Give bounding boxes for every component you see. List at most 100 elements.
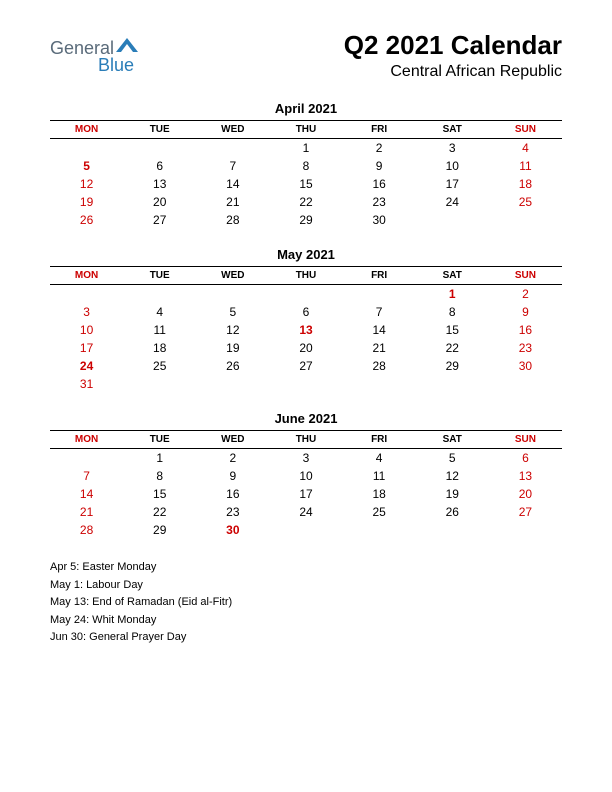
calendar-cell: 27 xyxy=(269,357,342,375)
calendar-cell: 30 xyxy=(343,211,416,229)
calendar-row: 24252627282930 xyxy=(50,357,562,375)
page-subtitle: Central African Republic xyxy=(344,63,562,81)
calendar-row: 2627282930 xyxy=(50,211,562,229)
day-header: FRI xyxy=(343,121,416,139)
calendar-cell: 20 xyxy=(489,485,562,503)
calendar-cell: 11 xyxy=(343,467,416,485)
calendar-cell: 28 xyxy=(196,211,269,229)
holiday-item: Apr 5: Easter Monday xyxy=(50,559,562,577)
calendar-cell: 31 xyxy=(50,375,123,393)
calendar-cell: 8 xyxy=(269,157,342,175)
calendar-cell: 29 xyxy=(269,211,342,229)
calendar-row: 31 xyxy=(50,375,562,393)
day-header: THU xyxy=(269,121,342,139)
calendar-cell: 13 xyxy=(489,467,562,485)
calendar-cell: 18 xyxy=(343,485,416,503)
title-block: Q2 2021 Calendar Central African Republi… xyxy=(344,30,562,81)
day-header: SAT xyxy=(416,431,489,449)
page-title: Q2 2021 Calendar xyxy=(344,30,562,61)
day-header: MON xyxy=(50,121,123,139)
calendar-cell: 7 xyxy=(196,157,269,175)
calendar-row: 19202122232425 xyxy=(50,193,562,211)
calendar-cell: 27 xyxy=(123,211,196,229)
holiday-item: May 13: End of Ramadan (Eid al-Fitr) xyxy=(50,594,562,612)
day-header: TUE xyxy=(123,431,196,449)
day-header: FRI xyxy=(343,267,416,285)
calendar-cell: 23 xyxy=(196,503,269,521)
calendar-cell: 13 xyxy=(269,321,342,339)
calendar-row: 12131415161718 xyxy=(50,175,562,193)
day-header: SAT xyxy=(416,267,489,285)
calendar-cell: 17 xyxy=(269,485,342,503)
calendar-cell: 23 xyxy=(489,339,562,357)
calendar-cell: 7 xyxy=(50,467,123,485)
calendar-cell: 6 xyxy=(269,303,342,321)
calendar-cell: 25 xyxy=(123,357,196,375)
calendar-cell: 22 xyxy=(123,503,196,521)
day-header: TUE xyxy=(123,121,196,139)
calendar-cell: 18 xyxy=(123,339,196,357)
calendar-table: MONTUEWEDTHUFRISATSUN1234567891011121314… xyxy=(50,120,562,229)
calendar-cell: 24 xyxy=(416,193,489,211)
calendar-cell: 11 xyxy=(489,157,562,175)
calendar-cell: 30 xyxy=(196,521,269,539)
calendar-cell: 12 xyxy=(50,175,123,193)
calendar-cell xyxy=(343,285,416,304)
calendar-cell: 18 xyxy=(489,175,562,193)
calendar-row: 17181920212223 xyxy=(50,339,562,357)
holiday-item: May 24: Whit Monday xyxy=(50,612,562,630)
calendar-cell: 28 xyxy=(50,521,123,539)
logo-text-blue: Blue xyxy=(98,55,138,76)
calendar-cell xyxy=(50,139,123,158)
calendar-cell xyxy=(489,375,562,393)
calendar-cell: 14 xyxy=(343,321,416,339)
calendar-cell xyxy=(50,285,123,304)
calendar-cell xyxy=(269,375,342,393)
header: GeneralBlue Q2 2021 Calendar Central Afr… xyxy=(50,30,562,81)
calendar-cell: 6 xyxy=(489,449,562,468)
calendar-cell: 15 xyxy=(269,175,342,193)
calendar-cell: 10 xyxy=(269,467,342,485)
calendar-cell: 4 xyxy=(489,139,562,158)
calendar-cell: 20 xyxy=(269,339,342,357)
calendar-cell: 4 xyxy=(123,303,196,321)
calendar-row: 12 xyxy=(50,285,562,304)
calendar-cell: 27 xyxy=(489,503,562,521)
holiday-list: Apr 5: Easter MondayMay 1: Labour DayMay… xyxy=(50,559,562,647)
day-header: THU xyxy=(269,267,342,285)
calendar-cell: 5 xyxy=(196,303,269,321)
calendar-cell: 14 xyxy=(196,175,269,193)
calendar-cell: 11 xyxy=(123,321,196,339)
calendar-cell: 22 xyxy=(416,339,489,357)
calendar-cell: 23 xyxy=(343,193,416,211)
calendar-cell xyxy=(343,375,416,393)
calendar-cell: 29 xyxy=(123,521,196,539)
calendar-cell: 19 xyxy=(416,485,489,503)
calendar-cell: 25 xyxy=(489,193,562,211)
month-block: June 2021MONTUEWEDTHUFRISATSUN1234567891… xyxy=(50,411,562,539)
calendar-cell: 5 xyxy=(50,157,123,175)
calendar-cell: 1 xyxy=(123,449,196,468)
calendar-cell: 10 xyxy=(50,321,123,339)
calendar-cell: 17 xyxy=(50,339,123,357)
day-header: MON xyxy=(50,267,123,285)
calendar-cell: 1 xyxy=(416,285,489,304)
calendar-row: 123456 xyxy=(50,449,562,468)
day-header: FRI xyxy=(343,431,416,449)
calendar-cell xyxy=(196,285,269,304)
day-header: WED xyxy=(196,267,269,285)
calendar-row: 3456789 xyxy=(50,303,562,321)
calendar-cell xyxy=(489,521,562,539)
calendar-cell: 19 xyxy=(196,339,269,357)
calendar-cell: 16 xyxy=(343,175,416,193)
calendar-cell xyxy=(196,139,269,158)
holiday-item: May 1: Labour Day xyxy=(50,577,562,595)
calendar-cell: 9 xyxy=(196,467,269,485)
calendar-cell: 24 xyxy=(269,503,342,521)
calendar-row: 14151617181920 xyxy=(50,485,562,503)
calendar-cell: 20 xyxy=(123,193,196,211)
month-title: April 2021 xyxy=(50,101,562,116)
calendar-cell: 25 xyxy=(343,503,416,521)
calendar-cell: 2 xyxy=(489,285,562,304)
day-header: WED xyxy=(196,431,269,449)
